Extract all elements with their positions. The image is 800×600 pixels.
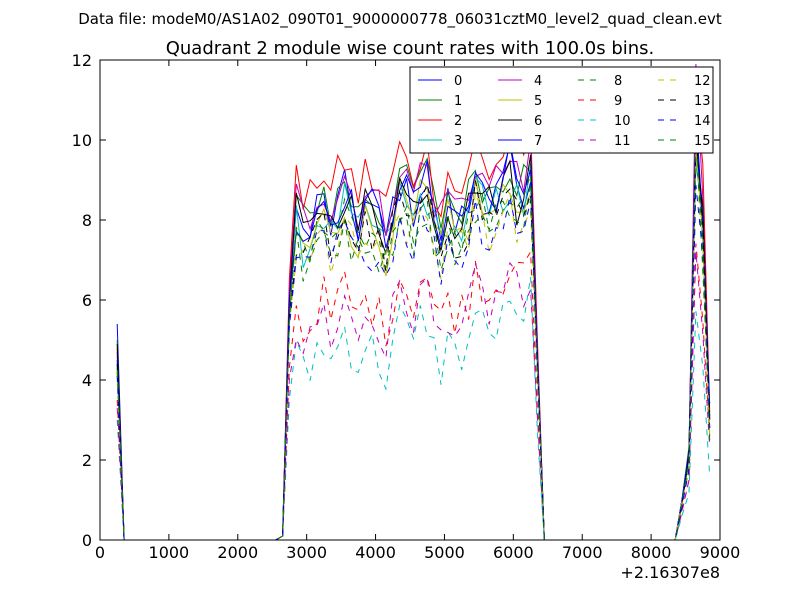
y-tick-label: 6 (82, 291, 92, 310)
y-tick-label: 10 (72, 131, 92, 150)
y-tick-label: 0 (82, 531, 92, 550)
legend-label-1: 1 (454, 94, 462, 109)
legend-label-14: 14 (694, 114, 711, 129)
y-tick-label: 2 (82, 451, 92, 470)
x-tick-label: 7000 (562, 543, 603, 562)
legend-label-12: 12 (694, 74, 711, 89)
legend-label-13: 13 (694, 94, 711, 109)
legend-label-0: 0 (454, 74, 462, 89)
y-tick-label: 12 (72, 51, 92, 70)
figure-suptitle: Data file: modeM0/AS1A02_090T01_90000007… (78, 10, 722, 29)
legend-label-4: 4 (534, 74, 542, 89)
legend-label-11: 11 (614, 134, 631, 149)
axis-ticks: 0 1000 2000 3000 4000 5000 6000 7000 8000 9000 0 2 4… (72, 51, 741, 562)
y-tick-label: 4 (82, 371, 92, 390)
x-tick-label: 2000 (217, 543, 258, 562)
x-tick-label: 6000 (493, 543, 534, 562)
legend-label-15: 15 (694, 134, 711, 149)
x-tick-label: 3000 (286, 543, 327, 562)
legend-label-5: 5 (534, 94, 542, 109)
legend-label-9: 9 (614, 94, 622, 109)
y-tick-label: 8 (82, 211, 92, 230)
x-tick-label: 0 (95, 543, 105, 562)
x-tick-label: 4000 (355, 543, 396, 562)
legend-label-3: 3 (454, 134, 462, 149)
legend-label-2: 2 (454, 114, 462, 129)
legend-label-10: 10 (614, 114, 631, 129)
legend-box (409, 66, 714, 154)
x-offset-label: +2.16307e8 (620, 563, 720, 582)
legend-label-8: 8 (614, 74, 622, 89)
x-tick-label: 9000 (700, 543, 741, 562)
series-line-12 (116, 150, 711, 541)
chart-title: Quadrant 2 module wise count rates with … (166, 38, 655, 59)
x-tick-label: 1000 (149, 543, 190, 562)
legend-label-6: 6 (534, 114, 542, 129)
legend-label-7: 7 (534, 134, 542, 149)
x-tick-label: 5000 (424, 543, 465, 562)
series-line-10 (116, 276, 711, 541)
x-tick-label: 8000 (631, 543, 672, 562)
